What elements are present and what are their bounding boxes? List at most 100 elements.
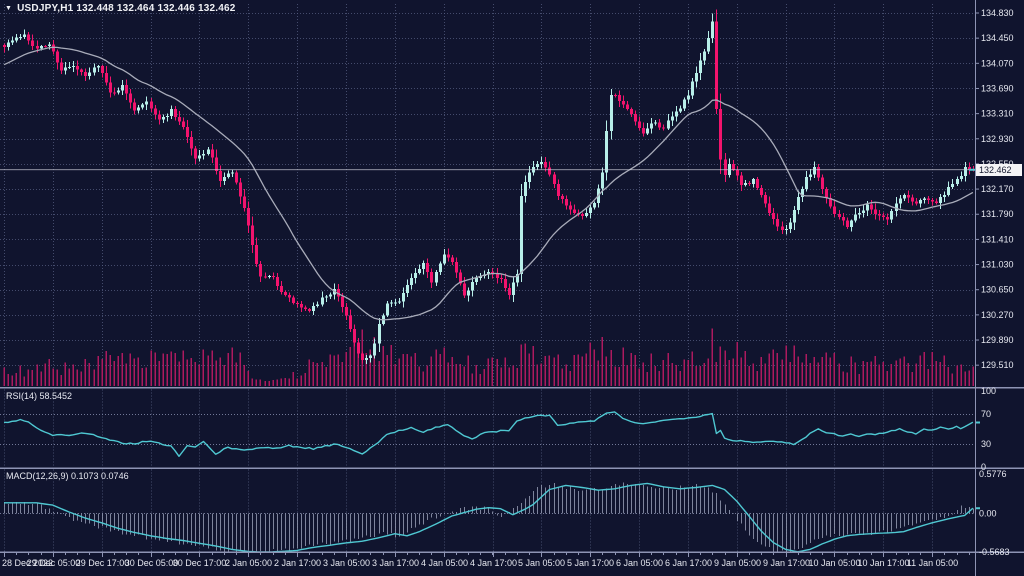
time-tick-label: 2 Jan 17:00 [274,558,321,568]
candle [154,105,157,120]
current-price-box: 132.462 [976,164,1022,176]
candle [516,269,519,287]
candle [207,147,210,156]
candle [386,300,389,318]
candle [504,273,507,292]
candle [638,116,641,131]
candle [406,279,409,297]
candle [951,179,954,190]
candle [373,338,376,359]
candle [923,196,926,204]
candle [557,179,560,200]
candle [679,105,682,114]
candle [129,88,132,109]
candle [943,191,946,202]
candle [882,212,885,220]
candle [357,337,360,359]
candle [797,190,800,214]
price-tick-label: 134.070 [981,58,1014,68]
chart-title: ▼ USDJPY,H1 132.448 132.464 132.446 132.… [5,3,236,14]
price-tick-label: 131.790 [981,209,1014,219]
candle [736,165,739,181]
splitter-macd-timeaxis[interactable] [0,551,1024,554]
candle [312,302,315,316]
candle [141,103,144,110]
candle [19,33,22,40]
candle [915,197,918,206]
candle [911,194,914,206]
candle [605,120,608,181]
candle [540,156,543,169]
candle [512,276,515,303]
candle [418,264,421,275]
price-tick-label: 130.270 [981,310,1014,320]
candle [56,49,59,70]
splitter-rsi-macd[interactable] [0,467,1024,470]
candle [895,196,898,217]
candle [72,61,75,72]
candles[interactable] [3,9,975,365]
symbol-dropdown-icon[interactable]: ▼ [5,4,13,12]
candle [7,39,10,51]
candle [626,101,629,111]
price-tick-label: 129.890 [981,335,1014,345]
candle [662,124,665,131]
candle [219,165,222,187]
candle [699,53,702,80]
candle [858,207,861,219]
candle [524,175,527,203]
candle [276,273,279,291]
candle [789,218,792,234]
candle [890,209,893,223]
candle [308,307,311,313]
candle [378,317,381,353]
candle [166,113,169,122]
candle [532,161,535,176]
candle [202,150,205,160]
candle [793,205,796,231]
rsi-scale-label: 100 [981,386,996,396]
candle [878,210,881,221]
candle [300,300,303,313]
candle [182,117,185,130]
candle [125,79,128,101]
price-axis[interactable]: 134.830 134.450 134.070 133.690 133.310 132.9… [975,8,1014,557]
candle [960,171,963,182]
candle [500,274,503,284]
candle [886,213,889,225]
candle [695,66,698,88]
candle [329,292,332,299]
candle [536,160,539,170]
macd-scale-label: 0.5776 [979,469,1007,479]
time-tick-label: 10 Jan 17:00 [857,558,909,568]
candle [280,281,283,295]
splitter-main-rsi[interactable] [0,387,1024,389]
candle [137,105,140,114]
candle [776,213,779,231]
time-tick-label: 5 Jan 05:00 [518,558,565,568]
candle [707,31,710,55]
candle [394,299,397,307]
candle [691,77,694,99]
price-tick-label: 134.450 [981,33,1014,43]
candle [211,144,214,164]
candle [44,45,47,48]
ma-line [3,46,974,321]
price-tick-label: 130.650 [981,285,1014,295]
candle [520,184,523,282]
candle [829,193,832,209]
candle [255,237,258,267]
candle [243,189,246,212]
candle [247,201,250,233]
candle [675,106,678,122]
candle [215,149,218,175]
candle [109,76,112,98]
candle [190,131,193,156]
candle [947,181,950,197]
candle [170,105,173,119]
candle [321,291,324,307]
